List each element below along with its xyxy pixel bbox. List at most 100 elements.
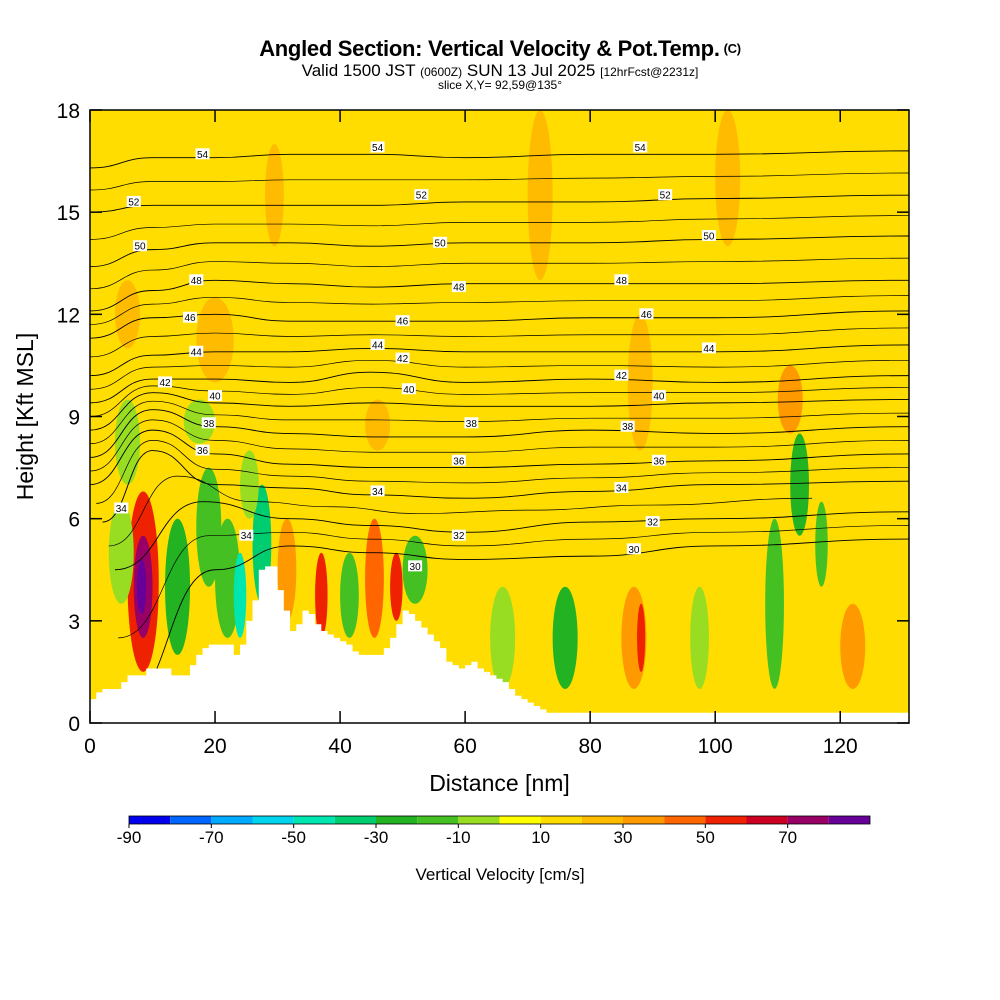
contour-label-box — [133, 240, 148, 252]
contour-label: 42 — [616, 371, 628, 382]
colorbar-tick-label: -70 — [199, 828, 224, 847]
contour-label-box — [414, 189, 429, 201]
velocity-cell — [365, 518, 384, 638]
contour-label: 40 — [209, 392, 221, 403]
isentrope-intermediate — [90, 327, 909, 358]
isentrope-52 — [90, 194, 909, 213]
contour-label-box — [114, 502, 129, 514]
velocity-cell — [390, 552, 403, 621]
velocity-cell — [690, 586, 709, 689]
contour-label-box — [614, 274, 629, 286]
contour-label-box — [658, 189, 673, 201]
contour-label-box — [639, 308, 654, 320]
colorbar-bin — [417, 816, 459, 824]
contour-label-box — [208, 390, 223, 402]
colorbar-bin — [746, 816, 788, 824]
contour-label: 48 — [453, 283, 465, 294]
velocity-cell — [196, 467, 222, 587]
contour-label-box — [370, 338, 385, 350]
isentrope-32 — [115, 501, 909, 571]
colorbar-bin — [705, 816, 747, 824]
contour-label-box — [408, 560, 423, 572]
colorbar-frame — [128, 815, 871, 825]
velocity-cell — [165, 518, 191, 655]
contour-label: 42 — [397, 354, 409, 365]
x-tick-label: 20 — [203, 735, 226, 758]
colorbar-bin — [170, 816, 212, 824]
velocity-cell — [790, 433, 809, 536]
colorbar-tick-label: 70 — [778, 828, 797, 847]
contour-label-box — [651, 390, 666, 402]
isentrope-38 — [90, 409, 909, 458]
isentrope-intermediate — [118, 525, 909, 639]
isentrope-48 — [90, 279, 909, 312]
velocity-cell — [765, 518, 784, 689]
contour-label: 46 — [641, 310, 653, 321]
colorbar-bin — [664, 816, 706, 824]
colorbar-tick-label: -50 — [281, 828, 306, 847]
contour-label-box — [183, 311, 198, 323]
contour-label: 32 — [453, 531, 465, 542]
contour-label: 48 — [616, 276, 628, 287]
contour-label-box — [451, 529, 466, 541]
contour-label: 38 — [203, 419, 215, 430]
contour-label-box — [189, 274, 204, 286]
y-tick-label: 15 — [57, 202, 80, 225]
contour-label: 54 — [635, 143, 647, 154]
contour-label: 34 — [116, 504, 128, 515]
velocity-cell — [233, 552, 247, 638]
velocity-cell — [527, 110, 553, 281]
contour-label-box — [158, 376, 173, 388]
isentrope-intermediate — [90, 359, 909, 390]
y-axis-title: Height [Kft MSL] — [12, 333, 38, 500]
chart-title: Angled Section: Vertical Velocity & Pot.… — [259, 36, 741, 61]
contour-label: 44 — [372, 340, 384, 351]
contour-label-box — [651, 454, 666, 466]
isentrope-intermediate — [108, 475, 813, 547]
isentrope-40 — [90, 392, 909, 431]
x-tick-label: 0 — [84, 735, 96, 758]
contour-label-box — [370, 485, 385, 497]
contour-label: 36 — [653, 456, 665, 467]
contour-label-box — [620, 420, 635, 432]
contour-label-box — [370, 141, 385, 153]
contour-label-box — [451, 454, 466, 466]
slice-info: slice X,Y= 92,59@135° — [437, 78, 563, 92]
velocity-cell — [637, 603, 646, 672]
y-tick-label: 0 — [68, 713, 80, 736]
contour-label-box — [195, 444, 210, 456]
velocity-cell — [215, 518, 241, 638]
x-tick-label: 100 — [698, 735, 733, 758]
colorbar-bin — [211, 816, 253, 824]
isentrope-46 — [90, 310, 909, 339]
contour-label: 30 — [410, 562, 422, 573]
contour-label-box — [633, 141, 648, 153]
contour-label-box — [126, 195, 141, 207]
contour-label: 48 — [191, 276, 203, 287]
contour-label: 52 — [416, 191, 428, 202]
contour-label-box — [401, 383, 416, 395]
colorbar-bin — [499, 816, 541, 824]
colorbar-bin — [828, 816, 870, 824]
velocity-cell — [552, 586, 578, 689]
isentrope-54 — [90, 150, 909, 169]
forecast-info: [12hrFcst@2231z] — [600, 65, 699, 79]
contour-label: 54 — [372, 143, 384, 154]
contour-label: 54 — [197, 150, 209, 161]
contour-label: 50 — [703, 232, 715, 243]
x-axis-title: Distance [nm] — [429, 770, 570, 796]
velocity-cell — [777, 365, 803, 434]
colorbar-tick-label: -10 — [446, 828, 471, 847]
contour-label: 32 — [647, 518, 659, 529]
contour-label-box — [614, 369, 629, 381]
velocity-cell — [815, 501, 828, 587]
colorbar-title: Vertical Velocity [cm/s] — [415, 865, 584, 884]
colorbar-bin — [376, 816, 418, 824]
colorbar-tick-label: 50 — [696, 828, 715, 847]
contour-label-box — [189, 345, 204, 357]
contour-label-box — [195, 148, 210, 160]
colorbar-tick-label: -30 — [364, 828, 389, 847]
colorbar-bin — [252, 816, 294, 824]
contour-label: 40 — [403, 385, 415, 396]
